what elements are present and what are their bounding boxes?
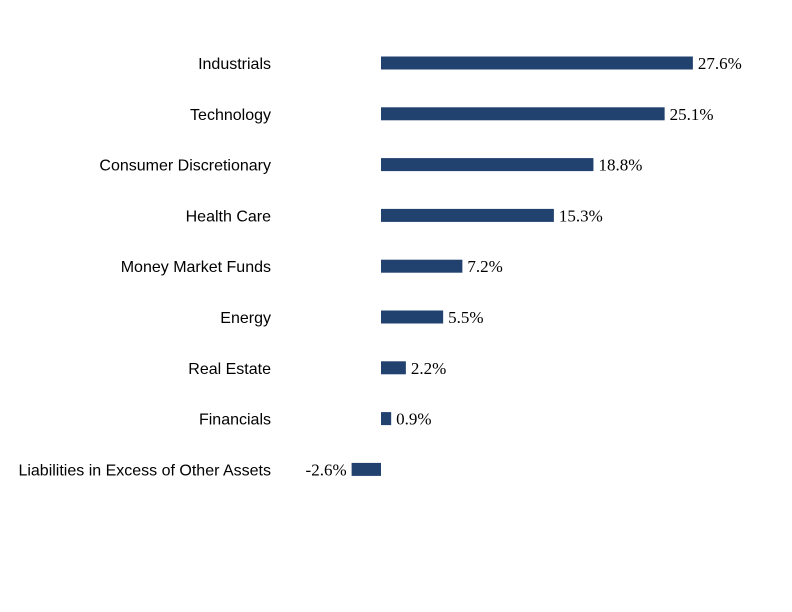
bar <box>351 462 381 476</box>
bar <box>381 259 463 273</box>
value-label: 25.1% <box>670 105 714 124</box>
value-label: 5.5% <box>448 308 483 327</box>
category-label: Money Market Funds <box>121 259 271 276</box>
bar <box>381 107 665 121</box>
category-label: Technology <box>190 107 271 124</box>
category-label: Financials <box>199 412 271 429</box>
bar <box>381 208 554 222</box>
category-label: Real Estate <box>188 361 271 378</box>
value-label: -2.6% <box>306 460 347 479</box>
bar <box>381 361 406 375</box>
category-label: Liabilities in Excess of Other Assets <box>18 462 271 479</box>
value-label: 2.2% <box>411 359 446 378</box>
bar <box>381 310 444 324</box>
value-label: 27.6% <box>698 54 742 73</box>
bar <box>381 56 693 70</box>
value-label: 18.8% <box>598 156 642 175</box>
value-label: 15.3% <box>559 206 603 225</box>
category-label: Energy <box>220 310 271 327</box>
category-label: Consumer Discretionary <box>99 158 271 175</box>
bar <box>381 412 392 426</box>
category-label: Health Care <box>186 208 271 225</box>
bar <box>381 158 594 172</box>
bars-group: Industrials 27.6% Technology 25.1% Consumer … <box>18 54 741 479</box>
category-label: Industrials <box>198 56 271 73</box>
value-label: 0.9% <box>396 410 431 429</box>
value-label: 7.2% <box>467 257 502 276</box>
